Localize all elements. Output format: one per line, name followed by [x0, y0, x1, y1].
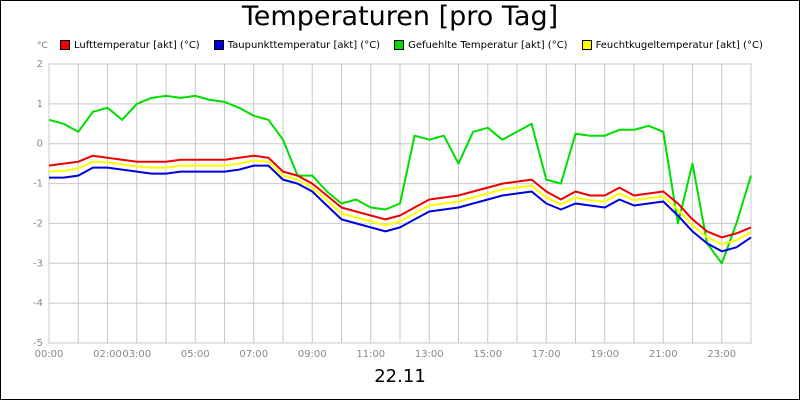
x-tick-label: 05:00 [181, 349, 210, 360]
legend-item-lufttemperatur: Lufttemperatur [akt] (°C) [60, 38, 200, 52]
legend-label: Feuchtkugeltemperatur [akt] (°C) [595, 39, 763, 51]
x-tick-label: 07:00 [239, 349, 268, 360]
legend-swatch [394, 40, 405, 50]
x-tick-label: 15:00 [473, 349, 502, 360]
chart-title: Temperaturen [pro Tag] [241, 1, 559, 32]
legend-label: Gefuehlte Temperatur [akt] (°C) [408, 39, 568, 51]
x-tick-label: 03:00 [122, 349, 151, 360]
x-tick-label: 11:00 [356, 349, 385, 360]
y-tick-label: 0 [37, 139, 43, 150]
series-line [48, 154, 752, 239]
legend-label: Lufttemperatur [akt] (°C) [74, 39, 200, 51]
y-tick-label: -4 [33, 298, 43, 309]
y-tick-label: -3 [33, 258, 43, 269]
x-tick-label: 21:00 [649, 349, 678, 360]
y-tick-label: 1 [37, 99, 43, 110]
y-tick-label: -1 [33, 179, 43, 190]
x-tick-label: 23:00 [707, 349, 736, 360]
legend-swatch [213, 40, 224, 50]
legend-swatch [581, 40, 592, 50]
legend-item-taupunkttemperatur: Taupunkttemperatur [akt] (°C) [213, 38, 381, 52]
x-tick-label: 02:00 [93, 349, 122, 360]
series-line [49, 164, 752, 253]
x-axis-date-label: 22.11 [374, 366, 426, 387]
legend-item-feuchtkugeltemperatur: Feuchtkugeltemperatur [akt] (°C) [581, 38, 763, 52]
x-tick-label: 09:00 [298, 349, 327, 360]
y-tick-label: -5 [33, 338, 43, 349]
y-tick-label: 2 [37, 59, 43, 70]
y-tick-label: -2 [33, 218, 43, 229]
chart-legend: Lufttemperatur [akt] (°C) Taupunkttemper… [60, 38, 777, 52]
y-axis-unit-label: °C [37, 41, 48, 51]
x-tick-label: 00:00 [35, 349, 64, 360]
legend-label: Taupunkttemperatur [akt] (°C) [227, 39, 381, 51]
x-tick-label: 19:00 [590, 349, 619, 360]
x-tick-label: 17:00 [532, 349, 561, 360]
legend-item-gefuehlte-temperatur: Gefuehlte Temperatur [akt] (°C) [394, 38, 568, 52]
series-line [48, 94, 752, 265]
legend-swatch [60, 40, 70, 50]
x-tick-label: 13:00 [415, 349, 444, 360]
series-line [48, 159, 752, 246]
